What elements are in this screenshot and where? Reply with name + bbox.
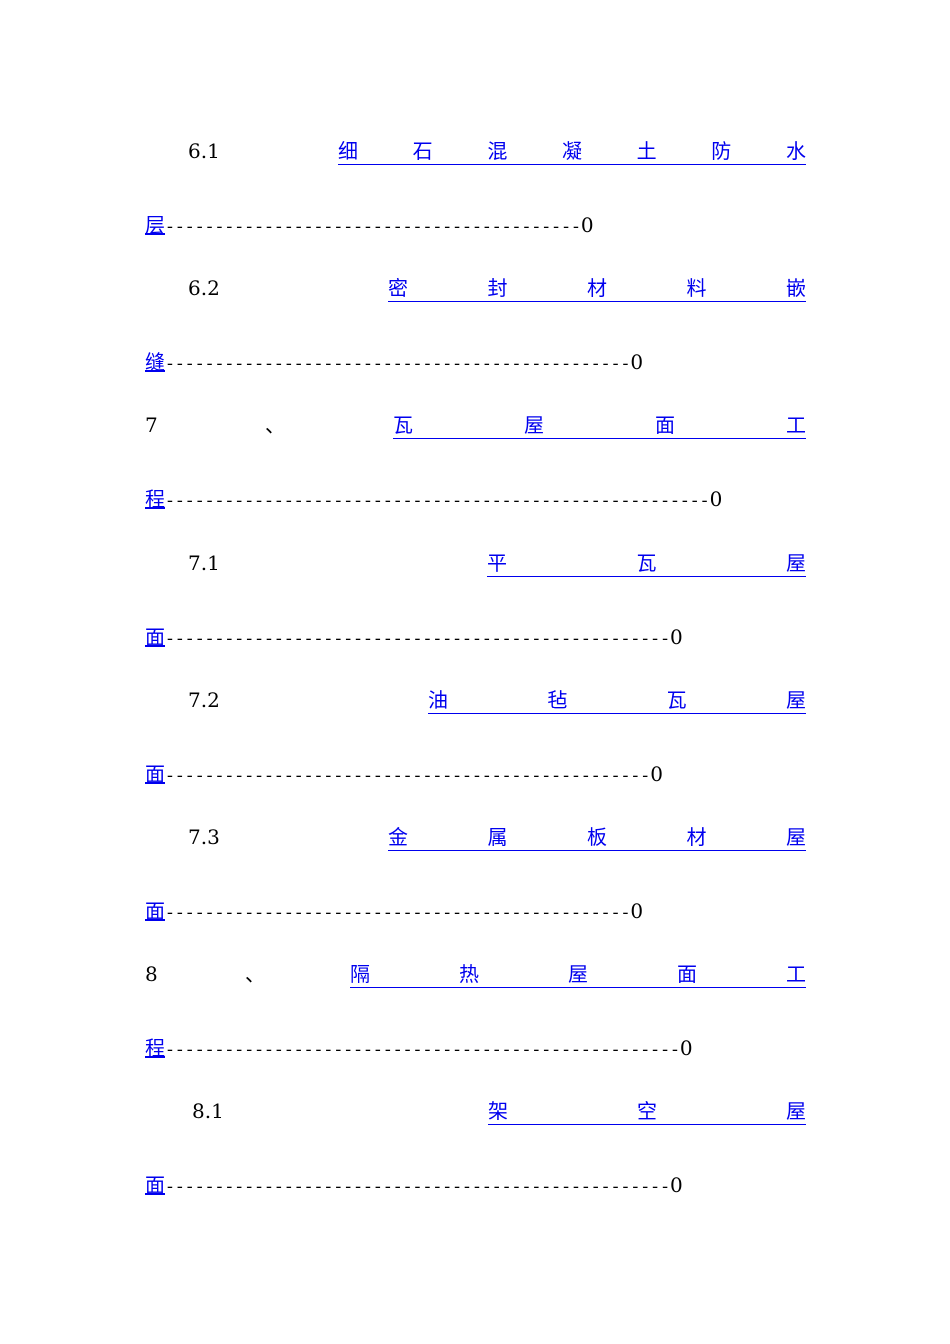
title-end[interactable]: 缝 <box>145 350 165 375</box>
entry-separator: 、 <box>265 413 285 438</box>
title-char[interactable]: 平 <box>487 550 507 575</box>
title-char[interactable]: 瓦 <box>393 413 413 438</box>
title-char[interactable]: 密 <box>388 276 408 301</box>
entry-title[interactable]: 架空屋 <box>488 1097 806 1126</box>
entry-title[interactable]: 密封材料嵌 <box>388 274 806 303</box>
leader: ----------------------------------------… <box>165 766 651 786</box>
entry-number: 7 <box>145 413 158 438</box>
entry-title[interactable]: 金属板材屋 <box>388 823 806 851</box>
title-char[interactable]: 封 <box>487 276 508 301</box>
title-char[interactable]: 屋 <box>786 1099 806 1124</box>
page-number: 0 <box>630 350 644 375</box>
title-char[interactable]: 屋 <box>786 550 806 575</box>
entry-number: 6.1 <box>188 139 220 163</box>
title-char[interactable]: 土 <box>636 139 657 163</box>
entry-number: 8.1 <box>192 1099 224 1124</box>
title-char[interactable]: 凝 <box>561 139 582 163</box>
title-end[interactable]: 层 <box>145 213 165 237</box>
entry-line: 面---------------------------------------… <box>145 897 643 925</box>
entry-line: 程---------------------------------------… <box>145 485 722 513</box>
title-char[interactable]: 嵌 <box>786 276 806 301</box>
page-number: 0 <box>669 624 683 649</box>
title-char[interactable]: 材 <box>587 276 607 301</box>
title-end[interactable]: 程 <box>145 1036 165 1061</box>
title-char[interactable]: 屋 <box>786 825 806 849</box>
entry-title[interactable]: 瓦屋面工 <box>393 411 806 440</box>
title-end[interactable]: 程 <box>145 487 165 512</box>
leader: ----------------------------------------… <box>165 355 631 375</box>
page-number: 0 <box>580 213 594 237</box>
title-char[interactable]: 金 <box>388 825 408 849</box>
title-char[interactable]: 毡 <box>547 687 568 712</box>
entry-number: 8 <box>145 962 158 987</box>
title-char[interactable]: 屋 <box>524 413 544 438</box>
page-number: 0 <box>709 487 723 512</box>
leader: ----------------------------------------… <box>165 1178 670 1198</box>
page-number: 0 <box>679 1036 693 1061</box>
entry-title[interactable]: 隔热屋面工 <box>350 960 806 989</box>
leader: ----------------------------------------… <box>165 904 631 923</box>
title-char[interactable]: 石 <box>412 139 433 163</box>
title-char[interactable]: 隔 <box>350 962 370 987</box>
leader: ----------------------------------------… <box>165 492 710 512</box>
leader: ----------------------------------------… <box>165 218 581 237</box>
title-char[interactable]: 热 <box>459 962 479 987</box>
title-char[interactable]: 面 <box>655 413 675 438</box>
title-char[interactable]: 瓦 <box>666 687 687 712</box>
title-char[interactable]: 瓦 <box>636 550 657 575</box>
page-number: 0 <box>650 761 663 786</box>
entry-title[interactable]: 细石混凝土防水 <box>338 137 806 165</box>
title-char[interactable]: 料 <box>686 276 707 301</box>
title-char[interactable]: 属 <box>487 825 508 849</box>
entry-separator: 、 <box>245 962 265 987</box>
entry-title[interactable]: 平瓦屋 <box>487 549 806 577</box>
entry-number: 7.3 <box>188 825 220 849</box>
page-number: 0 <box>630 899 644 923</box>
title-char[interactable]: 工 <box>786 413 806 438</box>
title-char[interactable]: 水 <box>785 139 806 163</box>
entry-line: 面---------------------------------------… <box>145 1171 683 1199</box>
title-char[interactable]: 细 <box>338 139 358 163</box>
title-char[interactable]: 面 <box>677 962 697 987</box>
title-char[interactable]: 屋 <box>785 687 806 712</box>
title-char[interactable]: 屋 <box>568 962 588 987</box>
page-number: 0 <box>669 1173 683 1198</box>
entry-number: 6.2 <box>188 276 220 301</box>
title-char[interactable]: 油 <box>428 687 448 712</box>
entry-number: 7.1 <box>188 550 220 575</box>
title-char[interactable]: 材 <box>686 825 707 849</box>
title-end[interactable]: 面 <box>145 761 165 786</box>
leader: ----------------------------------------… <box>165 1041 680 1061</box>
entry-number: 7.2 <box>188 687 220 712</box>
entry-line: 面---------------------------------------… <box>145 760 663 788</box>
title-char[interactable]: 架 <box>488 1099 508 1124</box>
title-char[interactable]: 板 <box>587 825 607 849</box>
title-end[interactable]: 面 <box>145 899 165 923</box>
entry-title[interactable]: 油毡瓦屋 <box>428 686 806 714</box>
entry-line: 程---------------------------------------… <box>145 1034 693 1062</box>
entry-line: 层---------------------------------------… <box>145 211 594 239</box>
title-char[interactable]: 混 <box>487 139 508 163</box>
leader: ----------------------------------------… <box>165 629 670 649</box>
title-end[interactable]: 面 <box>145 624 165 649</box>
entry-line: 面---------------------------------------… <box>145 623 683 651</box>
title-end[interactable]: 面 <box>145 1173 165 1198</box>
title-char[interactable]: 防 <box>711 139 732 163</box>
title-char[interactable]: 空 <box>637 1099 657 1124</box>
entry-line: 缝---------------------------------------… <box>145 348 643 376</box>
title-char[interactable]: 工 <box>786 962 806 987</box>
